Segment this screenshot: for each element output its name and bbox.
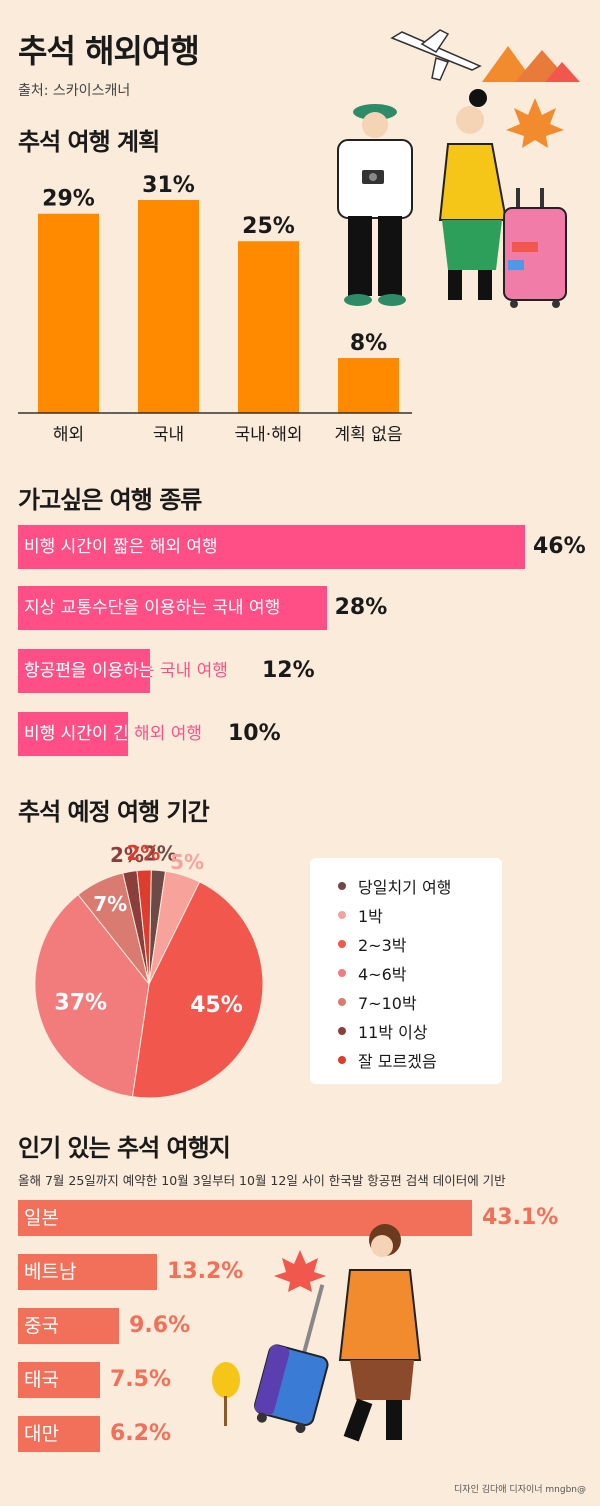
pie-label: 2% — [143, 841, 177, 865]
destination-bar — [18, 1254, 158, 1290]
pie-label: 7% — [93, 892, 127, 916]
destination-label: 베트남 — [24, 1261, 77, 1283]
travel-type-label: 항공편을 이용하는 국내 여행 — [24, 661, 228, 681]
source-text: 출처: 스카이스캐너 — [18, 83, 131, 99]
pie-label: 37% — [54, 990, 107, 1015]
section-title-destinations: 인기 있는 추석 여행지 — [18, 1134, 231, 1162]
pie-slice-2 — [131, 881, 264, 1099]
destination-value: 43.1% — [482, 1205, 559, 1230]
travel-type-bar — [18, 712, 129, 756]
maple-leaf-icon — [506, 98, 564, 148]
travel-type-value: 28% — [334, 595, 388, 620]
legend-label: 11박 이상 — [358, 1023, 428, 1042]
maple-leaf-icon — [274, 1250, 326, 1292]
travel-type-value: 10% — [228, 721, 281, 746]
destination-value: 6.2% — [110, 1421, 172, 1446]
destination-label: 일본 — [24, 1207, 59, 1229]
travel-type-label-clip: 비행 시간이 긴 해외 여행 — [18, 712, 128, 756]
bar-value-label: 8% — [350, 331, 387, 356]
duration-pie-chart: 2%5%45%37%7%2%2% — [34, 841, 264, 1099]
legend-dot — [338, 1027, 346, 1035]
travel-type-label: 비행 시간이 긴 해외 여행 — [24, 724, 203, 744]
bar-value-label: 31% — [142, 173, 195, 198]
legend-item: 1박 — [338, 903, 383, 927]
legend-dot — [338, 969, 346, 977]
legend-dot — [338, 882, 346, 890]
legend-label: 잘 모르겠음 — [358, 1052, 437, 1071]
legend-dot — [338, 1056, 346, 1064]
legend-item: 잘 모르겠음 — [338, 1048, 437, 1072]
legend-label: 4~6박 — [358, 965, 407, 984]
woman-figure — [438, 89, 508, 300]
travel-type-label-clip: 항공편을 이용하는 국내 여행 — [18, 649, 150, 693]
destination-label: 중국 — [24, 1315, 59, 1337]
travel-type-bar — [18, 649, 151, 693]
section-title-travel-plan: 추석 여행 계획 — [18, 128, 160, 156]
travel-type-label-inner: 항공편을 이용하는 국내 여행 — [24, 661, 151, 681]
destination-label: 태국 — [24, 1369, 59, 1391]
page-title: 추석 해외여행 — [18, 32, 200, 70]
bar-2 — [238, 241, 299, 413]
mountain-icon — [482, 46, 580, 82]
legend-label: 2~3박 — [358, 936, 407, 955]
destination-bar — [18, 1362, 100, 1398]
bar-1 — [138, 200, 199, 413]
legend-item: 4~6박 — [338, 961, 407, 985]
legend-item: 당일치기 여행 — [338, 874, 451, 898]
destination-bar — [18, 1308, 120, 1344]
legend-item: 11박 이상 — [338, 1019, 428, 1043]
destination-label: 대만 — [24, 1423, 59, 1445]
bar-category-label: 국내·해외 — [235, 425, 303, 445]
travel-couple-illustration — [337, 29, 580, 308]
destination-bar — [18, 1416, 100, 1452]
bar-0 — [38, 213, 99, 413]
airplane-icon — [390, 29, 482, 81]
legend-item: 2~3박 — [338, 932, 407, 956]
travel-type-label-inner: 비행 시간이 긴 해외 여행 — [24, 724, 129, 744]
legend-label: 당일치기 여행 — [358, 878, 452, 897]
pie-label: 2% — [126, 841, 160, 865]
section-title-duration: 추석 예정 여행 기간 — [18, 798, 210, 826]
travel-type-value: 46% — [533, 534, 586, 559]
man-figure — [337, 104, 413, 306]
bar-3 — [338, 358, 399, 413]
travel-type-label: 지상 교통수단을 이용하는 국내 여행 — [24, 598, 281, 618]
pie-slice-6 — [136, 869, 152, 985]
destinations-subtitle: 올해 7월 25일까지 예약한 10월 3일부터 10월 12일 사이 한국발 … — [18, 1173, 506, 1188]
pie-slice-3 — [34, 894, 150, 1098]
legend-label: 7~10박 — [358, 994, 417, 1013]
destination-value: 9.6% — [129, 1313, 191, 1338]
travel-type-value: 12% — [262, 658, 315, 683]
legend-dot — [338, 911, 346, 919]
legend-item: 7~10박 — [338, 990, 417, 1014]
travel-plan-bar-chart: 29% 해외 31% 국내 25% 국내·해외 8% 계획 없음 — [18, 173, 412, 445]
rolling-suitcase-icon — [254, 1284, 329, 1434]
destination-value: 13.2% — [167, 1259, 244, 1284]
bar-category-label: 국내 — [153, 425, 184, 445]
legend-label: 1박 — [358, 907, 383, 926]
suitcase-icon — [503, 188, 567, 308]
credit-text: 디자인 김다애 디자이너 mngbn@ — [454, 1485, 586, 1495]
tree-icon — [212, 1362, 240, 1398]
bar-value-label: 25% — [242, 214, 295, 239]
legend-dot — [338, 998, 346, 1006]
travel-type-label: 비행 시간이 짧은 해외 여행 — [24, 537, 218, 557]
bar-category-label: 계획 없음 — [335, 425, 403, 445]
bar-value-label: 29% — [42, 187, 95, 212]
pie-label: 5% — [170, 850, 204, 874]
section-title-travel-type: 가고싶은 여행 종류 — [18, 486, 202, 514]
travel-type-bar-chart: 비행 시간이 짧은 해외 여행 46% 지상 교통수단을 이용하는 국내 여행 28%… — [0, 520, 600, 760]
pie-label: 45% — [190, 993, 243, 1018]
pie-label: 2% — [110, 843, 144, 867]
bar-category-label: 해외 — [53, 425, 84, 445]
legend-dot — [338, 940, 346, 948]
woman-traveler-illustration — [212, 1224, 422, 1442]
travel-type-bar — [18, 525, 525, 569]
travel-type-bar — [18, 586, 327, 630]
destination-value: 7.5% — [110, 1367, 172, 1392]
